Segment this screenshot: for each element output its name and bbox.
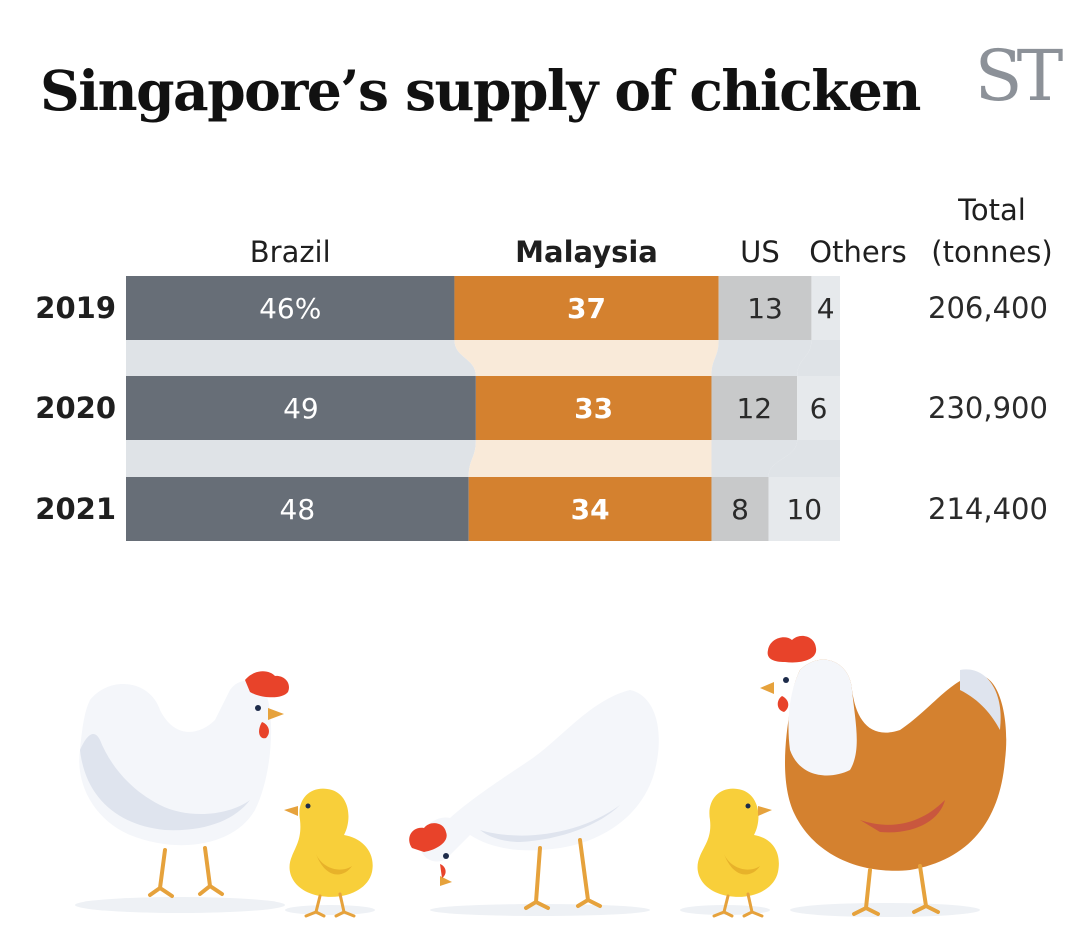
bar-us-2019 — [718, 276, 812, 340]
bar-brazil-2020 — [126, 376, 476, 440]
data-label-brazil-2019: 46% — [259, 292, 321, 325]
legend-us: US — [740, 235, 780, 269]
yellow-chick-icon-2 — [697, 788, 779, 918]
data-label-malaysia-2019: 37 — [567, 292, 606, 325]
data-label-others-2021: 10 — [786, 493, 822, 526]
legend-brazil: Brazil — [250, 235, 331, 269]
data-label-us-2020: 12 — [736, 392, 772, 425]
connector-brazil-2019 — [126, 340, 476, 376]
bar-malaysia-2019 — [454, 276, 719, 340]
year-labels: 2019 2020 2021 — [35, 291, 116, 526]
connector-malaysia-2020 — [468, 440, 712, 477]
row-connectors — [126, 340, 840, 477]
chart-title: Singapore’s supply of chicken — [40, 58, 921, 123]
st-logo: ST — [975, 36, 1064, 116]
year-label-2019: 2019 — [35, 291, 116, 325]
white-hen-icon — [79, 671, 289, 898]
data-label-malaysia-2020: 33 — [574, 392, 613, 425]
bar-others-2021 — [768, 477, 840, 541]
yellow-chick-icon — [284, 788, 373, 918]
bar-malaysia-2020 — [475, 376, 712, 440]
legend-malaysia: Malaysia — [515, 235, 658, 269]
bar-us-2021 — [711, 477, 769, 541]
st-logo-text: ST — [975, 36, 1063, 116]
connector-us-2020 — [711, 440, 798, 477]
totals-header-line-1: Total — [957, 193, 1026, 227]
totals-header-line-2: (tonnes) — [931, 235, 1052, 269]
stacked-bar-chart: 46% 37 13 4 49 33 12 6 48 34 8 10 Brazil Malaysia US O… — [35, 193, 1053, 541]
bar-others-2019 — [811, 276, 840, 340]
data-label-others-2020: 6 — [810, 392, 828, 425]
year-label-2021: 2021 — [35, 492, 116, 526]
pecking-hen-icon — [409, 690, 659, 910]
bar-brazil-2019 — [126, 276, 455, 340]
legend-others: Others — [809, 235, 906, 269]
data-label-malaysia-2021: 34 — [571, 493, 610, 526]
connector-us-2019 — [711, 340, 812, 376]
data-label-brazil-2021: 48 — [280, 493, 316, 526]
bar-segments: 46% 37 13 4 49 33 12 6 48 34 8 10 — [126, 276, 840, 541]
bar-malaysia-2021 — [468, 477, 712, 541]
total-value-2021: 214,400 — [928, 492, 1048, 526]
bar-us-2020 — [711, 376, 798, 440]
data-label-others-2019: 4 — [817, 292, 835, 325]
series-headers: Brazil Malaysia US Others Total (tonnes) — [250, 193, 1053, 269]
total-value-2019: 206,400 — [928, 291, 1048, 325]
data-label-us-2019: 13 — [747, 292, 783, 325]
chicken-illustration — [75, 635, 1007, 918]
total-value-2020: 230,900 — [928, 391, 1048, 425]
brown-hen-icon — [760, 635, 1007, 916]
total-values: 206,400 230,900 214,400 — [928, 291, 1048, 526]
data-label-us-2021: 8 — [731, 493, 749, 526]
connector-others-2020 — [768, 440, 840, 477]
bar-others-2020 — [797, 376, 840, 440]
connector-others-2019 — [797, 340, 840, 376]
connector-malaysia-2019 — [454, 340, 719, 376]
bar-brazil-2021 — [126, 477, 469, 541]
year-label-2020: 2020 — [35, 391, 116, 425]
connector-brazil-2020 — [126, 440, 476, 477]
data-label-brazil-2020: 49 — [283, 392, 319, 425]
